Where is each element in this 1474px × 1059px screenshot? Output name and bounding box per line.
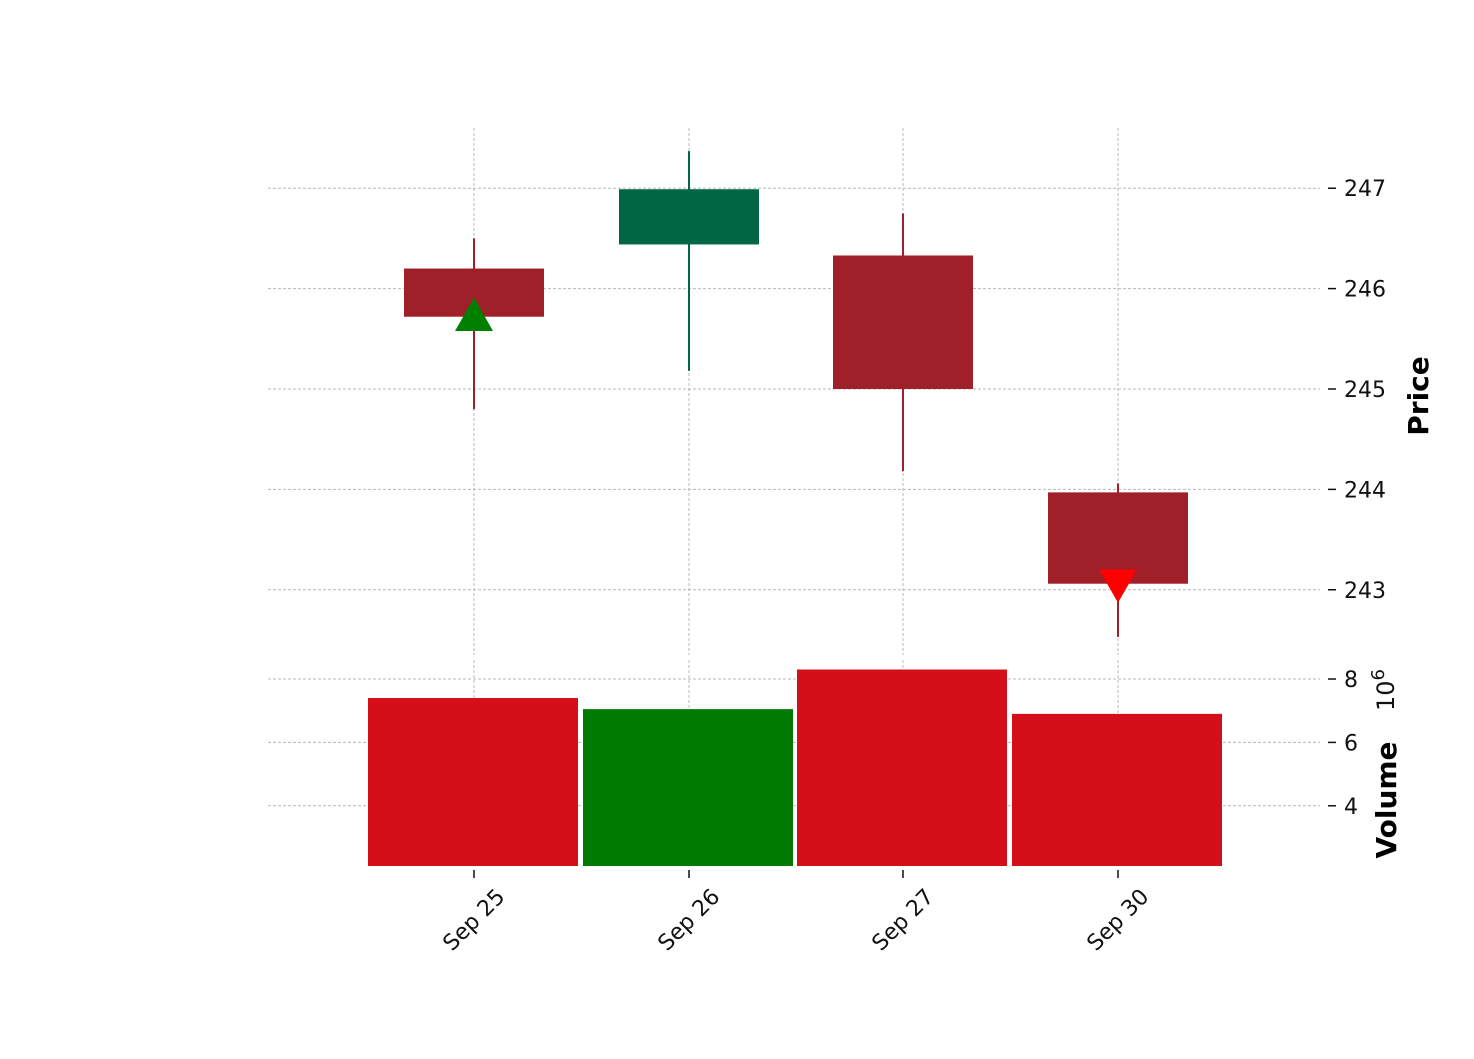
x-tick-label: Sep 26 (654, 885, 726, 957)
signal-markers (455, 297, 1137, 603)
volume-bar (797, 669, 1007, 866)
candles (404, 151, 1188, 637)
x-tick-label: Sep 25 (439, 885, 511, 957)
candle-body (833, 255, 973, 389)
volume-exponent-power: 6 (1368, 669, 1389, 680)
volume-tick-label: 6 (1344, 731, 1358, 756)
volume-bar (583, 709, 793, 866)
volume-axis-title: Volume (1370, 741, 1403, 858)
x-tick-label: Sep 30 (1083, 885, 1155, 957)
candle-body (619, 189, 759, 245)
candle-body (1048, 492, 1188, 584)
price-axis: 243 244 245 246 247 (1328, 177, 1386, 604)
price-tick-label: 243 (1344, 579, 1386, 604)
x-axis: Sep 25 Sep 26 Sep 27 Sep 30 (439, 870, 1155, 957)
sell-marker (1099, 569, 1137, 603)
price-tick-label: 245 (1344, 378, 1386, 403)
volume-bars (368, 669, 1222, 866)
volume-tick-label: 4 (1344, 795, 1358, 820)
price-tick-label: 247 (1344, 177, 1386, 202)
volume-bar (368, 698, 578, 866)
buy-marker (455, 297, 493, 331)
x-tick-label: Sep 27 (868, 885, 940, 957)
volume-bar (1012, 713, 1222, 866)
volume-tick-label: 8 (1344, 668, 1358, 693)
price-tick-label: 244 (1344, 478, 1386, 503)
volume-exponent-base: 10 (1372, 680, 1400, 711)
price-axis-title: Price (1402, 356, 1435, 436)
price-tick-label: 246 (1344, 278, 1386, 303)
volume-exponent-label: 106 (1368, 669, 1400, 711)
volume-axis: 4 6 8 (1328, 668, 1358, 820)
